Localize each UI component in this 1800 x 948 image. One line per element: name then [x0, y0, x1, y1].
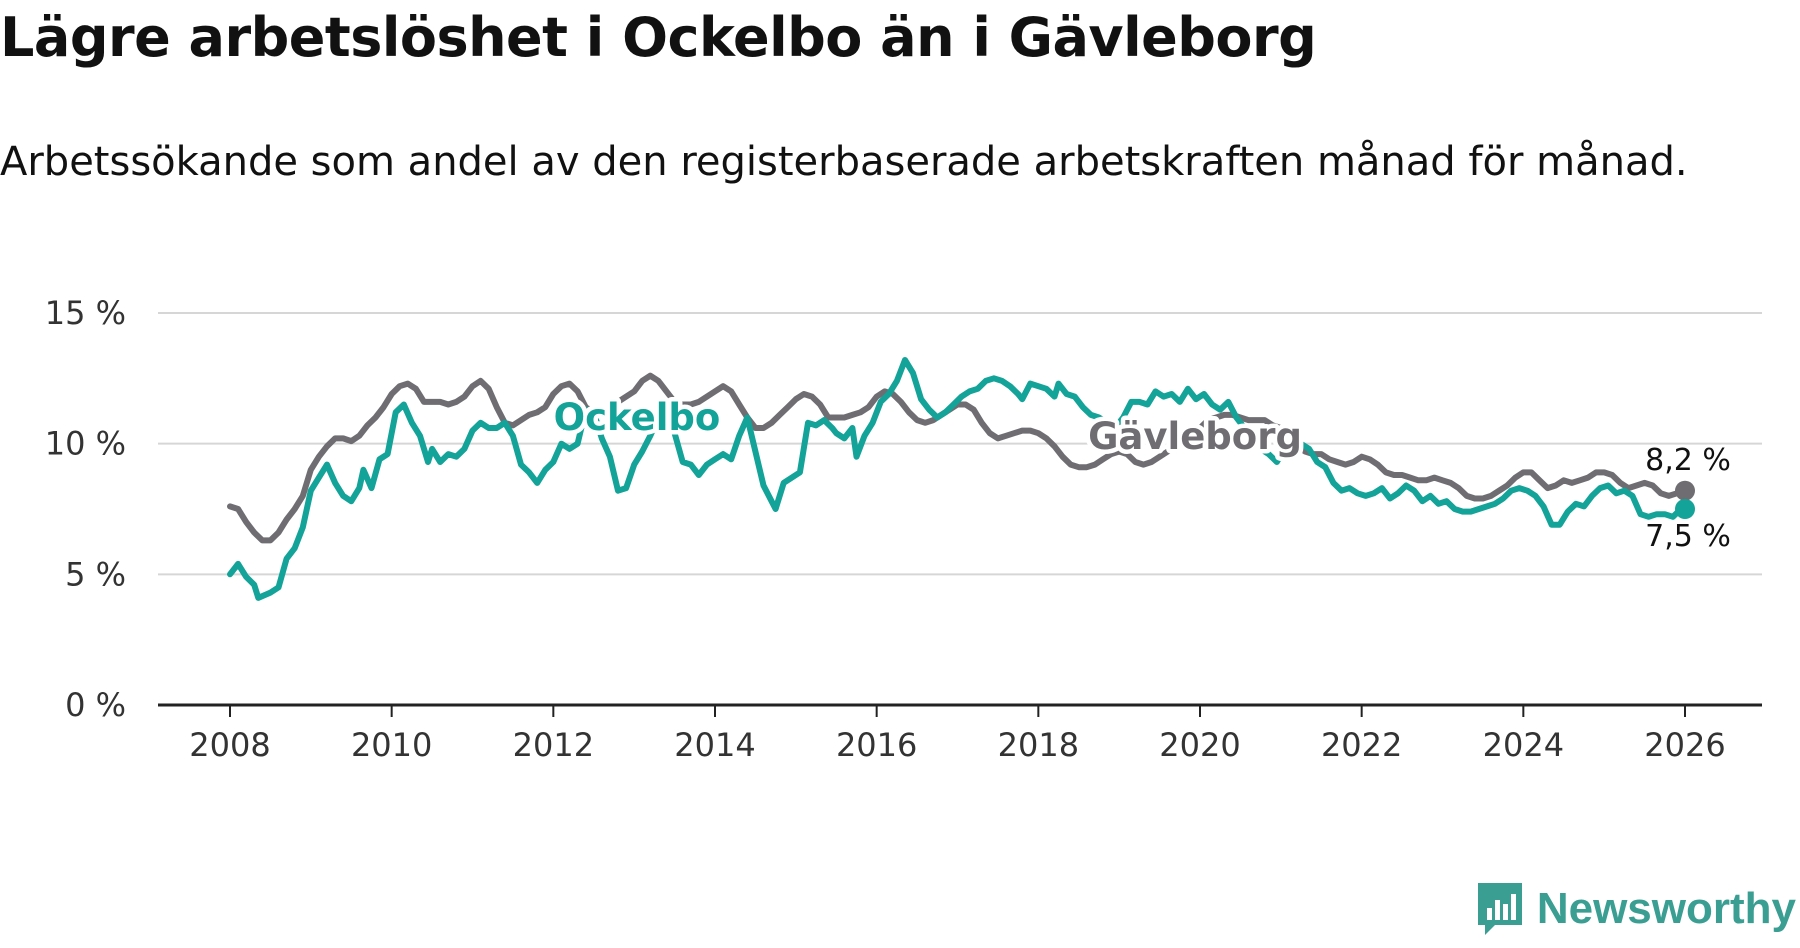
end-marker-ockelbo [1675, 499, 1695, 519]
series-lines [227, 357, 1688, 601]
x-tick-label: 2024 [1483, 726, 1564, 764]
x-tick-label: 2012 [513, 726, 594, 764]
chart-subtitle: Arbetssökande som andel av den registerb… [0, 139, 1688, 185]
series-label-gavleborg: Gävleborg [1088, 415, 1302, 458]
y-tick-label: 10 % [45, 425, 126, 463]
x-tick-label: 2014 [674, 726, 755, 764]
gridlines [158, 312, 1762, 576]
end-marker-gavleborg [1675, 480, 1695, 501]
series-label-ockelbo: Ockelbo [554, 396, 721, 439]
y-tick-label: 15 % [45, 294, 126, 332]
x-tick-label: 2008 [189, 726, 270, 764]
newsworthy-chart-icon [1477, 883, 1522, 935]
x-tick-label: 2010 [351, 726, 432, 764]
brand-logo[interactable]: Newsworthy [1475, 880, 1796, 938]
x-tick-label: 2022 [1321, 726, 1402, 764]
end-markers [1675, 480, 1695, 519]
y-tick-label: 0 % [65, 686, 126, 724]
end-label-gavleborg: 8,2 % [1645, 443, 1731, 478]
chart-title: Lägre arbetslöshet i Ockelbo än i Gävleb… [0, 6, 1317, 69]
brand-name: Newsworthy [1536, 884, 1796, 933]
end-label-ockelbo: 7,5 % [1645, 519, 1731, 554]
x-tick-label: 2016 [836, 726, 917, 764]
x-tick-label: 2026 [1644, 726, 1725, 764]
x-axis-ticks: 2008 2010 2012 2014 2016 2018 2020 2022 2024 2026 [189, 705, 1726, 764]
x-tick-label: 2018 [998, 726, 1079, 764]
x-tick-label: 2020 [1159, 726, 1240, 764]
y-tick-label: 5 % [65, 555, 126, 593]
series-line-ockelbo [227, 357, 1688, 601]
y-axis-ticks: 0 % 5 % 10 % 15 % [45, 294, 126, 724]
